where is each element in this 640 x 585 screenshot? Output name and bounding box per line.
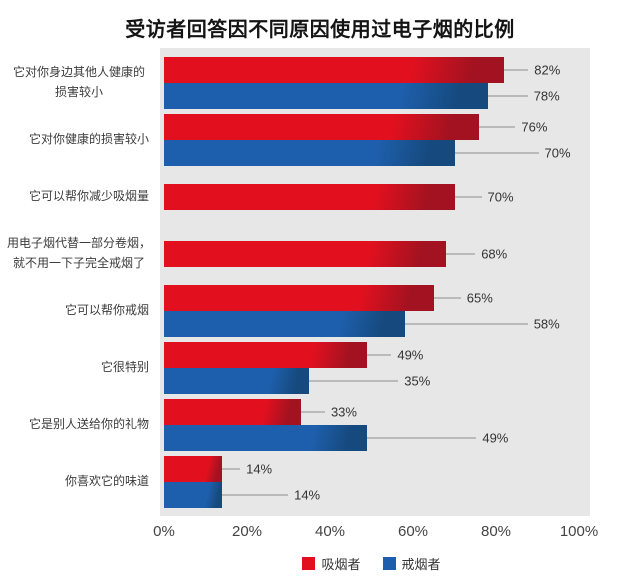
x-axis-tick: 0% bbox=[153, 523, 175, 540]
value-label: 14% bbox=[294, 487, 321, 502]
x-axis-tick: 40% bbox=[314, 523, 346, 540]
value-label: 14% bbox=[246, 461, 273, 476]
value-label: 35% bbox=[404, 373, 431, 388]
x-axis-tick: 20% bbox=[231, 523, 263, 540]
legend-item-quitters: 戒烟者 bbox=[382, 554, 441, 573]
value-callout: 49% bbox=[367, 347, 423, 362]
category-label: 它是别人送给你的礼物 bbox=[28, 416, 149, 431]
smoker-swatch-icon bbox=[302, 557, 316, 570]
value-label: 49% bbox=[397, 347, 424, 362]
bar-rows: 它对你身边其他人健康的 损害较小 82% 78% 它对你健康的损害较小 76% 70… bbox=[0, 48, 640, 516]
legend: 吸烟者 戒烟者 bbox=[164, 554, 579, 573]
leader-line bbox=[454, 152, 539, 153]
value-label: 70% bbox=[544, 145, 571, 160]
value-callout: 78% bbox=[487, 88, 560, 103]
smokers-bar: 76% bbox=[164, 113, 547, 140]
smokers-bar: 33% bbox=[164, 398, 357, 425]
chart-plot: 它对你身边其他人健康的 损害较小 82% 78% 它对你健康的损害较小 76% 70… bbox=[0, 48, 640, 516]
bar-group: 76% 70% bbox=[164, 111, 579, 168]
value-callout: 14% bbox=[222, 461, 272, 476]
value-label: 70% bbox=[487, 189, 514, 204]
legend-label-quitters: 戒烟者 bbox=[401, 557, 441, 572]
value-callout: 70% bbox=[454, 189, 514, 204]
x-axis-tick: 60% bbox=[397, 523, 429, 540]
leader-line bbox=[454, 196, 482, 197]
chart-row: 你喜欢它的味道 14% 14% bbox=[0, 453, 640, 510]
value-label: 33% bbox=[330, 404, 357, 419]
value-callout: 76% bbox=[479, 119, 547, 134]
bar-group: 33% 49% bbox=[164, 396, 579, 453]
leader-line bbox=[433, 297, 461, 298]
category-label: 你喜欢它的味道 bbox=[64, 473, 149, 488]
quitters-bar: 35% bbox=[164, 367, 430, 394]
leader-line bbox=[446, 253, 476, 254]
leader-line bbox=[367, 354, 392, 355]
quitters-bar: 70% bbox=[164, 139, 571, 166]
bar-group: 70% bbox=[164, 168, 579, 225]
bar-group: 65% 58% bbox=[164, 282, 579, 339]
smokers-bar: 82% bbox=[164, 56, 560, 83]
value-callout: 35% bbox=[309, 373, 430, 388]
leader-line bbox=[300, 411, 325, 412]
value-callout: 33% bbox=[300, 404, 357, 419]
leader-line bbox=[504, 69, 529, 70]
leader-line bbox=[404, 323, 528, 324]
value-label: 76% bbox=[521, 119, 548, 134]
bar-group: 82% 78% bbox=[164, 54, 579, 111]
x-axis-tick: 100% bbox=[559, 523, 599, 540]
chart-row: 它对你健康的损害较小 76% 70% bbox=[0, 111, 640, 168]
value-label: 58% bbox=[533, 316, 560, 331]
leader-line bbox=[367, 437, 477, 438]
chart-row: 它对你身边其他人健康的 损害较小 82% 78% bbox=[0, 54, 640, 111]
page-title: 受访者回答因不同原因使用过电子烟的比例 bbox=[125, 19, 515, 41]
x-axis: 0% 20% 40% 60% 80% 100% bbox=[153, 516, 598, 542]
chart-row: 它可以帮你戒烟 65% 58% bbox=[0, 282, 640, 339]
value-callout: 49% bbox=[367, 430, 508, 445]
leader-line bbox=[222, 468, 241, 469]
value-callout: 70% bbox=[454, 145, 571, 160]
category-label: 它对你身边其他人健康的 损害较小 bbox=[12, 64, 145, 99]
value-label: 78% bbox=[533, 88, 560, 103]
quitters-bar: 49% bbox=[164, 424, 508, 451]
quitter-swatch-icon bbox=[382, 557, 396, 570]
chart-row: 用电子烟代替一部分卷烟， 就不用一下子完全戒烟了 68% bbox=[0, 225, 640, 282]
quitters-bar: 14% bbox=[164, 481, 320, 508]
value-callout: 14% bbox=[222, 487, 320, 502]
category-label: 用电子烟代替一部分卷烟， 就不用一下子完全戒烟了 bbox=[6, 235, 151, 270]
value-label: 65% bbox=[466, 290, 493, 305]
chart-row: 它是别人送给你的礼物 33% 49% bbox=[0, 396, 640, 453]
leader-line bbox=[309, 380, 399, 381]
smokers-bar: 49% bbox=[164, 341, 423, 368]
leader-line bbox=[487, 95, 528, 96]
value-label: 68% bbox=[481, 246, 508, 261]
chart-row: 它很特别 49% 35% bbox=[0, 339, 640, 396]
quitters-bar: 58% bbox=[164, 310, 560, 337]
bar-group: 68% bbox=[164, 225, 579, 282]
value-label: 49% bbox=[482, 430, 509, 445]
x-axis-tick: 80% bbox=[480, 523, 512, 540]
smokers-bar: 14% bbox=[164, 455, 272, 482]
leader-line bbox=[479, 126, 516, 127]
smokers-bar: 68% bbox=[164, 240, 507, 267]
bar-group: 49% 35% bbox=[164, 339, 579, 396]
legend-item-smokers: 吸烟者 bbox=[302, 554, 361, 573]
value-label: 82% bbox=[534, 62, 561, 77]
value-callout: 68% bbox=[446, 246, 507, 261]
leader-line bbox=[222, 494, 289, 495]
smokers-bar: 70% bbox=[164, 183, 514, 210]
category-label: 它可以帮你减少吸烟量 bbox=[28, 188, 149, 203]
chart-row: 它可以帮你减少吸烟量 70% bbox=[0, 168, 640, 225]
bar-group: 14% 14% bbox=[164, 453, 579, 510]
smokers-bar: 65% bbox=[164, 284, 493, 311]
category-label: 它很特别 bbox=[100, 359, 149, 374]
value-callout: 58% bbox=[404, 316, 560, 331]
category-label: 它可以帮你戒烟 bbox=[64, 302, 149, 317]
category-label: 它对你健康的损害较小 bbox=[28, 131, 149, 146]
quitters-bar: 78% bbox=[164, 82, 560, 109]
value-callout: 65% bbox=[433, 290, 493, 305]
value-callout: 82% bbox=[504, 62, 560, 77]
legend-label-smokers: 吸烟者 bbox=[321, 557, 361, 572]
